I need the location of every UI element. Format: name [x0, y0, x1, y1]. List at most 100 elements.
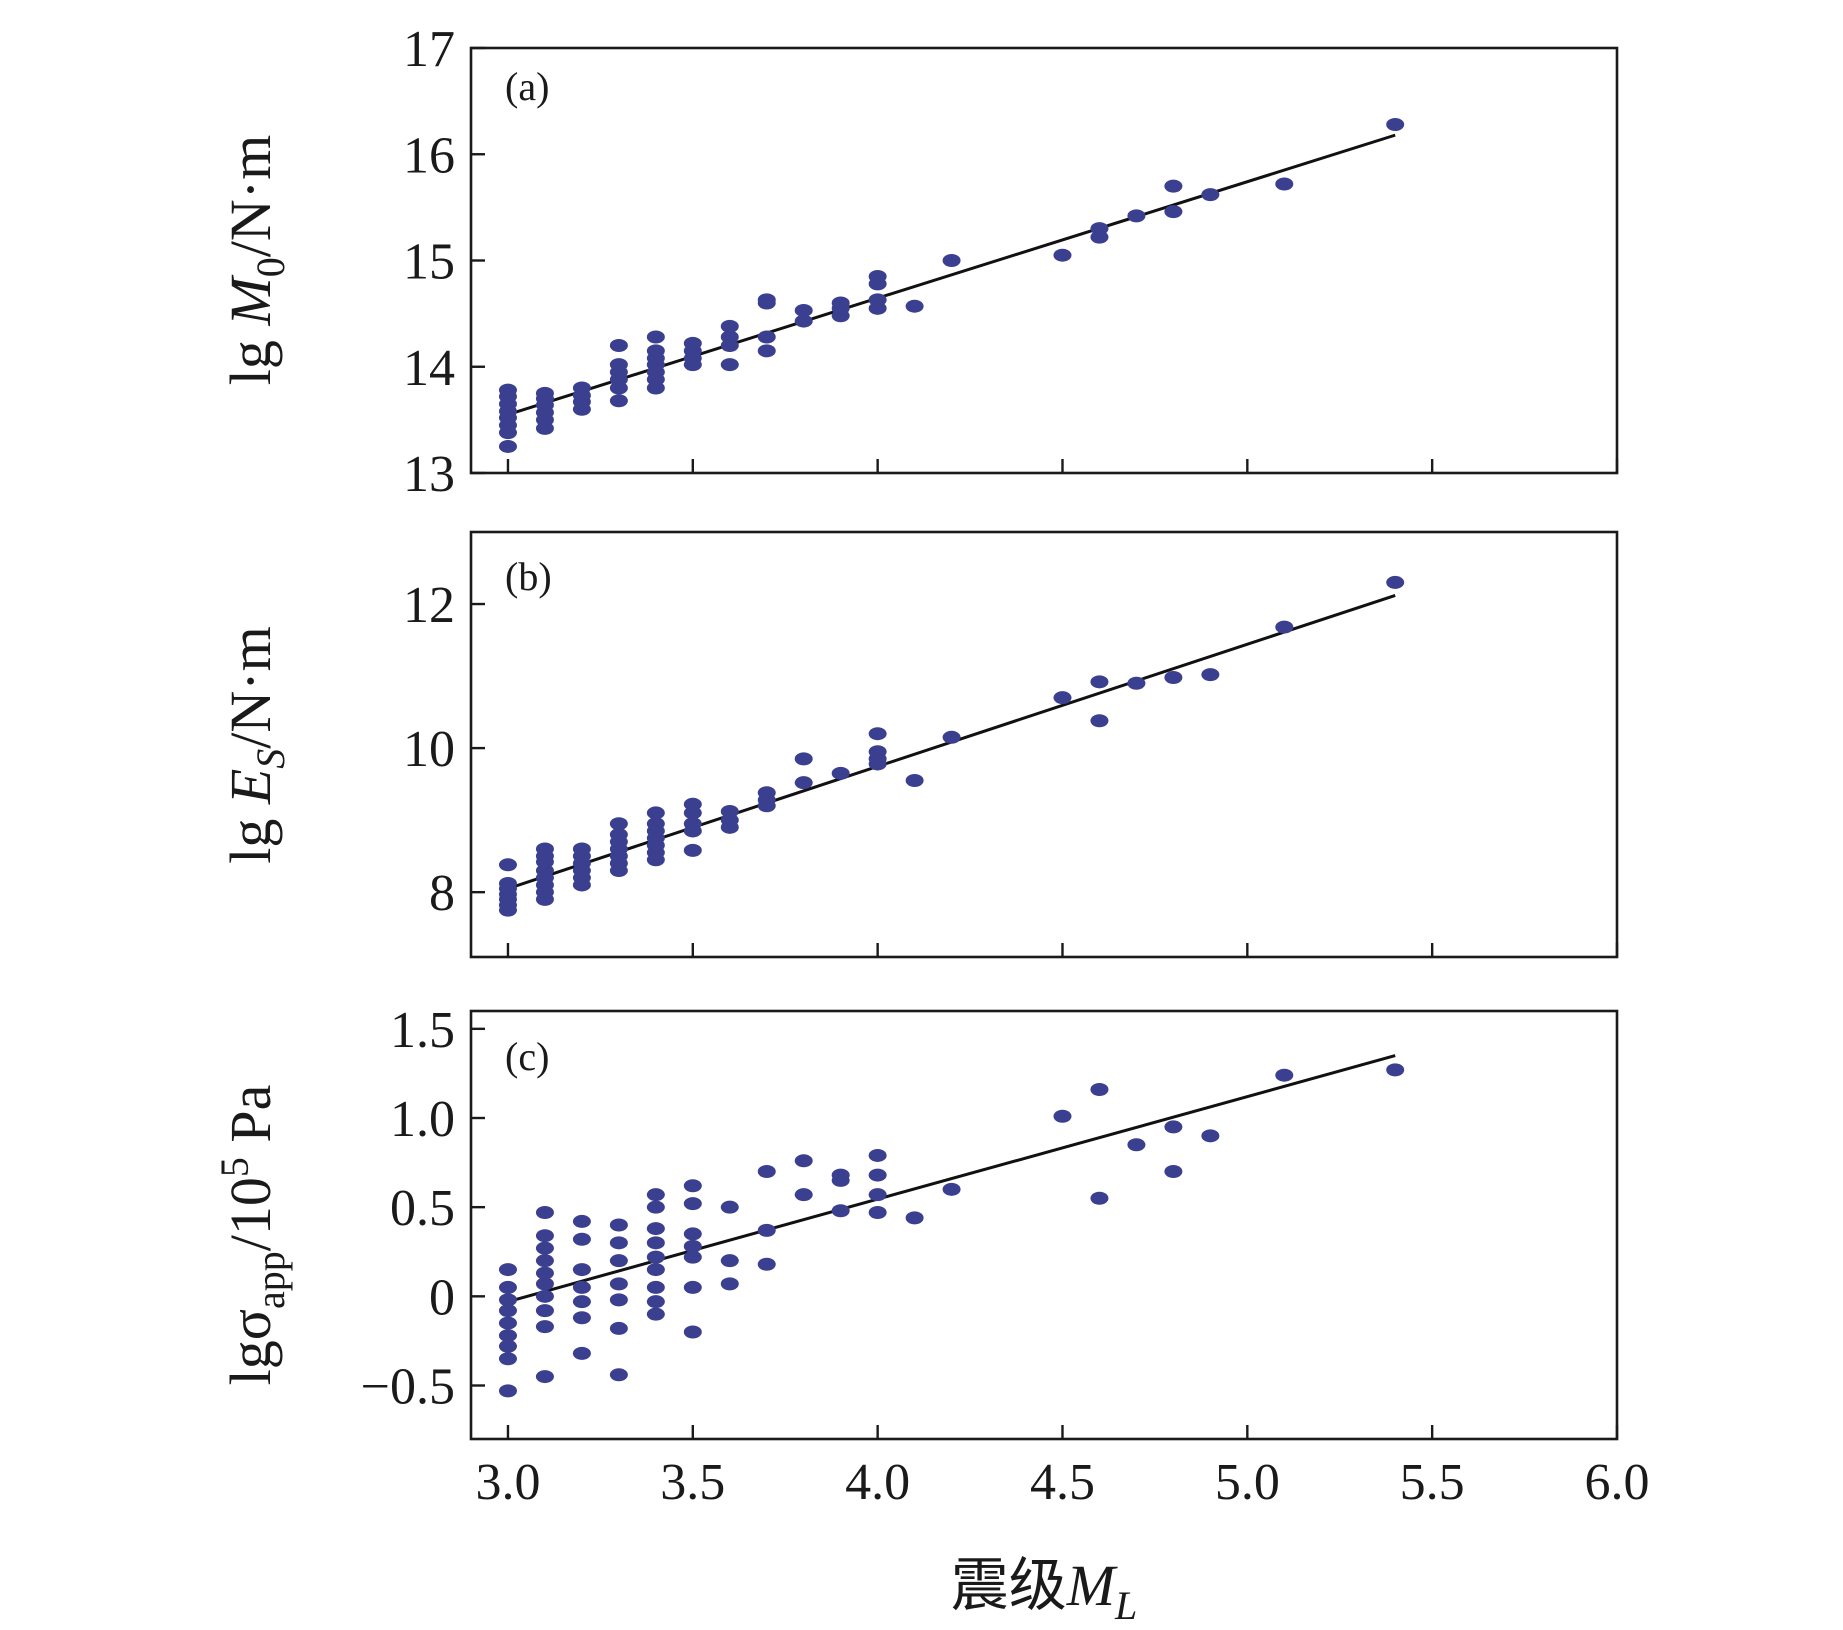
- panel-c-ylabel-superscript: 5: [212, 1157, 257, 1177]
- panel-b-data-point: [757, 786, 776, 800]
- panel-c-data-point: [683, 1227, 702, 1241]
- panel-c-data-point: [609, 1368, 628, 1382]
- panel-b-data-point: [609, 817, 628, 831]
- panel-c-data-point: [498, 1339, 517, 1353]
- panel-c-data-point: [498, 1329, 517, 1343]
- panel-b-data-point: [683, 843, 702, 857]
- panel-c-data-point: [535, 1206, 554, 1220]
- panel-c-data-point: [572, 1295, 591, 1309]
- panel-c-data-point: [535, 1266, 554, 1280]
- panel-a-data-point: [1201, 188, 1220, 202]
- panel-a-data-point: [609, 339, 628, 352]
- panel-b-y-ticks: 8 10 12: [403, 577, 485, 922]
- panel-c-y-ticks: −0.5 0 0.5 1.0 1.5: [361, 1002, 485, 1416]
- panel-a-y-tick-label: 16: [403, 127, 455, 184]
- panel-a-x-ticks: [506, 459, 1619, 473]
- panel-c-data-point: [646, 1200, 665, 1214]
- panel-c-data-point: [498, 1263, 517, 1277]
- panel-b-points: [498, 575, 1405, 917]
- panel-a-data-point: [868, 293, 887, 307]
- panel-b-ylabel-prefix: lg: [218, 804, 283, 864]
- panel-a-fit-line: [507, 133, 1396, 416]
- panel-b-data-point: [794, 752, 813, 766]
- panel-b-data-point: [1053, 691, 1072, 705]
- panel-b-data-point: [498, 877, 517, 891]
- panel-a-ylabel-suffix: /N·m: [218, 135, 283, 257]
- panel-c-data-point: [720, 1254, 739, 1268]
- panel-c-data-point: [498, 1304, 517, 1318]
- panel-c-y-tick-label: −0.5: [361, 1359, 455, 1416]
- panel-c-data-point: [609, 1277, 628, 1291]
- panel-c-data-point: [1275, 1068, 1294, 1082]
- panel-b-data-point: [868, 727, 887, 741]
- panel-a-y-tick-label: 15: [403, 234, 455, 291]
- panel-c-y-tick-label: 1.0: [390, 1091, 455, 1148]
- panel-c-data-point: [572, 1346, 591, 1360]
- panel-b-data-point: [1164, 671, 1183, 685]
- x-tick-label: 3.0: [475, 1454, 540, 1511]
- panel-b-data-point: [1090, 714, 1109, 728]
- panel-c-data-point: [757, 1257, 776, 1271]
- panel-c-data-point: [535, 1241, 554, 1255]
- panel-c-label: (c): [505, 1034, 549, 1079]
- panel-b-data-point: [498, 858, 517, 872]
- panel-a-data-point: [498, 439, 517, 453]
- panel-b-ylabel-suffix: /N·m: [218, 626, 283, 748]
- panel-c-ylabel-unit: Pa: [218, 1085, 283, 1158]
- panel-c-data-point: [535, 1254, 554, 1268]
- panel-c-data-point: [609, 1218, 628, 1232]
- panel-c-data-point: [646, 1250, 665, 1264]
- panel-c: (c) −0.5 0 0.5 1.0 1.5 lgσapp/105 Pa: [212, 1002, 1619, 1441]
- panel-c-data-point: [498, 1293, 517, 1307]
- panel-c-data-point: [535, 1277, 554, 1291]
- panel-c-data-point: [683, 1239, 702, 1253]
- panel-c-data-point: [683, 1197, 702, 1211]
- panel-a-data-point: [942, 254, 961, 267]
- panel-c-data-point: [868, 1206, 887, 1220]
- panel-b-data-point: [868, 745, 887, 759]
- panel-a-data-point: [1164, 205, 1183, 219]
- panel-c-data-point: [609, 1254, 628, 1268]
- panel-a-y-tick-label: 14: [403, 340, 455, 397]
- panel-c-data-point: [1053, 1109, 1072, 1123]
- panel-c-ylabel-subscript: app: [248, 1251, 293, 1309]
- panel-a-data-point: [498, 383, 517, 397]
- panel-b-x-ticks: [506, 943, 1619, 957]
- panel-c-data-point: [609, 1293, 628, 1307]
- panel-a-data-point: [1386, 118, 1405, 131]
- panel-a-data-point: [1275, 177, 1294, 191]
- panel-b-ylabel-subscript: S: [248, 749, 293, 769]
- panel-c-data-point: [1090, 1191, 1109, 1205]
- x-tick-label: 5.0: [1215, 1454, 1280, 1511]
- panel-c-data-point: [646, 1307, 665, 1321]
- panel-b-y-tick-label: 10: [403, 721, 455, 778]
- panel-a-data-point: [720, 319, 739, 333]
- panel-c-y-tick-label: 1.5: [390, 1002, 455, 1059]
- panel-b-data-point: [646, 817, 665, 831]
- panel-a-ylabel-prefix: lg: [218, 326, 283, 386]
- panel-a-ylabel-subscript: 0: [248, 257, 293, 277]
- panel-c-data-point: [646, 1188, 665, 1202]
- x-tick-label: 4.0: [845, 1454, 910, 1511]
- panel-c-data-point: [868, 1168, 887, 1182]
- panel-c-data-point: [868, 1148, 887, 1162]
- panel-a-y-tick-label: 17: [403, 21, 455, 78]
- panel-a-data-point: [609, 358, 628, 372]
- panel-c-data-point: [498, 1316, 517, 1330]
- panel-c-data-point: [1386, 1063, 1405, 1077]
- panel-c-data-point: [646, 1280, 665, 1294]
- panel-c-data-point: [1127, 1138, 1146, 1152]
- panel-a-data-point: [794, 303, 813, 317]
- panel-c-data-point: [683, 1179, 702, 1193]
- panel-c-data-point: [905, 1211, 924, 1225]
- panel-b-data-point: [572, 842, 591, 856]
- panel-a-data-point: [831, 296, 850, 310]
- panel-b-data-point: [683, 797, 702, 811]
- panel-c-fit-line: [507, 1054, 1396, 1304]
- panel-a-ylabel-symbol: M: [218, 275, 283, 327]
- panel-a-data-point: [535, 386, 554, 400]
- panel-b-ylabel-symbol: E: [218, 769, 283, 805]
- panel-a-data-point: [905, 299, 924, 313]
- panel-c-data-point: [535, 1304, 554, 1318]
